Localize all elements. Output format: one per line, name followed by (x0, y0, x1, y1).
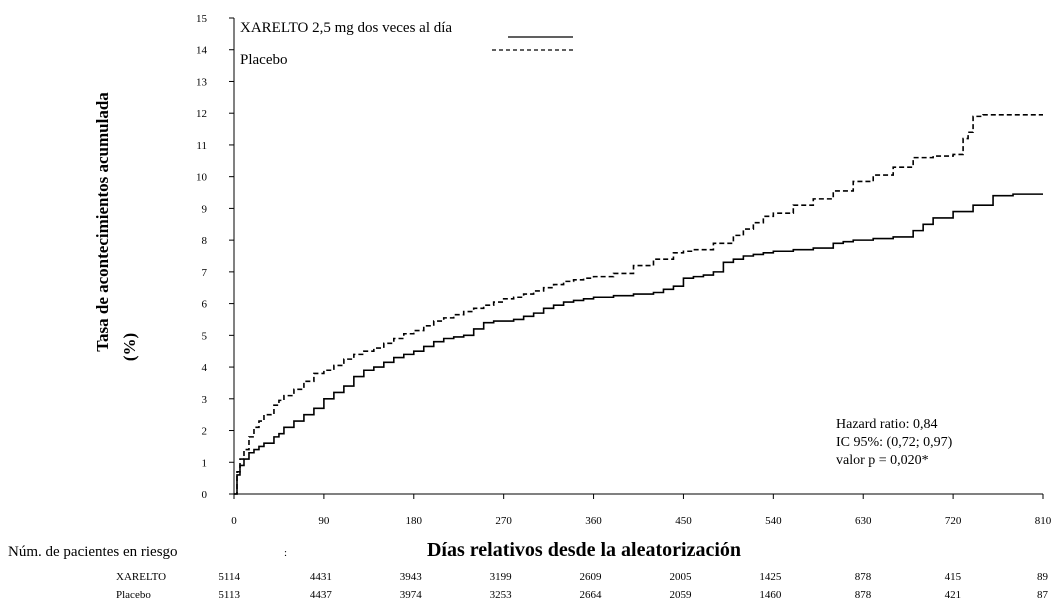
y-tick-label: 6 (202, 299, 208, 311)
at-risk-value-xarelto: 2609 (580, 571, 603, 583)
at-risk-value-placebo: 5113 (218, 589, 240, 601)
at-risk-values: 5114 4431 3943 3199 2609 2005 1425 878 415 89 5113… (218, 571, 1048, 601)
at-risk-value-placebo: 1460 (759, 589, 782, 601)
legend: XARELTO 2,5 mg dos veces al día Placebo (240, 20, 573, 68)
at-risk-row-label-placebo: Placebo (116, 589, 151, 601)
at-risk-value-xarelto: 3943 (400, 571, 423, 583)
at-risk-row-label-xarelto: XARELTO (116, 571, 166, 583)
at-risk-value-xarelto: 415 (945, 571, 962, 583)
at-risk-value-placebo: 3253 (490, 589, 513, 601)
x-tick-label: 720 (945, 515, 962, 527)
y-tick-label: 5 (202, 330, 208, 342)
y-tick-label: 1 (202, 457, 208, 469)
at-risk-value-placebo: 2664 (580, 589, 603, 601)
at-risk-value-xarelto: 1425 (759, 571, 782, 583)
at-risk-value-xarelto: 5114 (218, 571, 240, 583)
y-tick-label: 4 (202, 362, 208, 374)
at-risk-title: Núm. de pacientes en riesgo (8, 544, 178, 560)
statistics-box: Hazard ratio: 0,84 IC 95%: (0,72; 0,97) … (836, 417, 953, 468)
x-tick-label: 810 (1035, 515, 1052, 527)
at-risk-value-xarelto: 89 (1037, 571, 1049, 583)
at-risk-value-placebo: 3974 (400, 589, 423, 601)
at-risk-value-xarelto: 4431 (310, 571, 332, 583)
at-risk-value-placebo: 87 (1037, 589, 1049, 601)
y-tick-label: 0 (202, 489, 208, 501)
x-axis-label: Días relativos desde la aleatorización (427, 539, 741, 561)
series-placebo-line (234, 113, 1043, 495)
x-tick-label: 0 (231, 515, 237, 527)
axes (233, 18, 1043, 495)
y-tick-label: 13 (196, 76, 208, 88)
x-tick-label: 450 (675, 515, 692, 527)
legend-xarelto-label: XARELTO 2,5 mg dos veces al día (240, 20, 452, 36)
x-tick-label: 270 (495, 515, 512, 527)
at-risk-value-placebo: 2059 (669, 589, 692, 601)
at-risk-value-xarelto: 2005 (669, 571, 692, 583)
y-tick-label: 2 (202, 426, 208, 438)
hazard-ratio-text: Hazard ratio: 0,84 (836, 417, 937, 432)
series-layer (234, 113, 1043, 495)
y-tick-label: 11 (196, 140, 207, 152)
at-risk-value-xarelto: 878 (855, 571, 872, 583)
y-tick-label: 8 (202, 235, 208, 247)
y-tick-label: 14 (196, 45, 208, 57)
series-xarelto-line (234, 193, 1043, 495)
y-tick-label: 15 (196, 13, 208, 25)
at-risk-value-placebo: 4437 (310, 589, 333, 601)
at-risk-value-placebo: 878 (855, 589, 872, 601)
confidence-interval-text: IC 95%: (0,72; 0,97) (836, 435, 953, 450)
x-tick-label: 360 (585, 515, 602, 527)
y-axis-label-line1: Tasa de acontecimientos acumulada (93, 92, 112, 352)
x-tick-label: 90 (318, 515, 330, 527)
at-risk-value-xarelto: 3199 (490, 571, 513, 583)
y-tick-label: 10 (196, 172, 208, 184)
y-axis-label-line2: (%) (120, 333, 139, 361)
at-risk-value-placebo: 421 (945, 589, 962, 601)
x-tick-label: 630 (855, 515, 872, 527)
y-tick-label: 12 (196, 108, 207, 120)
x-tick-label: 180 (406, 515, 423, 527)
y-tick-label: 9 (202, 203, 208, 215)
legend-placebo-label: Placebo (240, 52, 287, 68)
x-axis-ticks: 0 90 180 270 360 450 540 630 720 810 (231, 494, 1052, 527)
x-tick-label: 540 (765, 515, 782, 527)
y-tick-label: 3 (202, 394, 208, 406)
at-risk-marker: : (284, 547, 287, 559)
p-value-text: valor p = 0,020* (836, 453, 929, 468)
at-risk-table: Núm. de pacientes en riesgo : XARELTO Pl… (8, 544, 1049, 601)
y-tick-label: 7 (202, 267, 208, 279)
